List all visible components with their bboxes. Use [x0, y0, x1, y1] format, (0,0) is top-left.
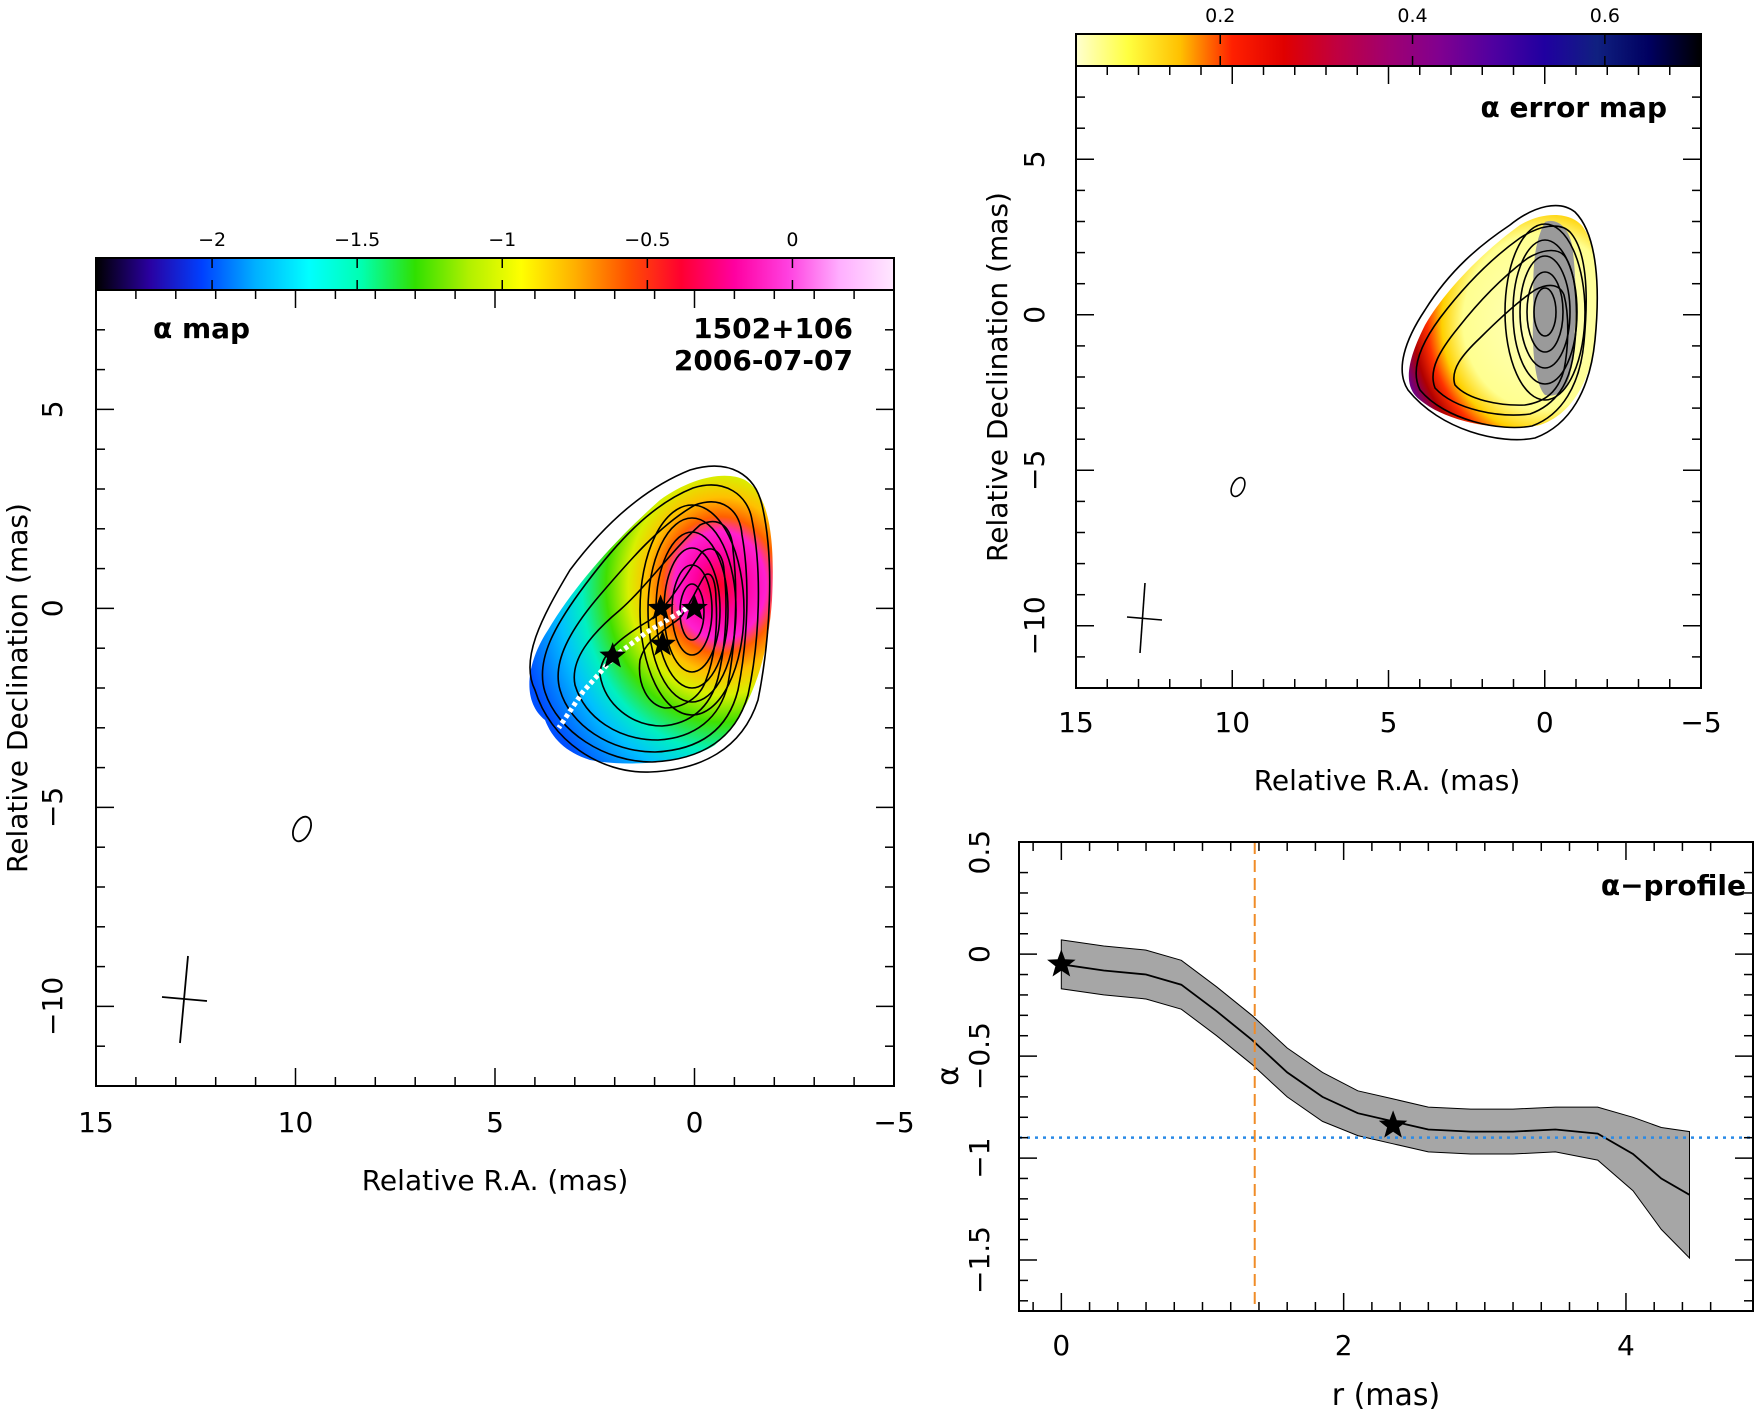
- y-tick-label: −0.5: [963, 1022, 996, 1090]
- y-tick-label: −1.5: [963, 1226, 996, 1294]
- alpha-beam-cross: [161, 955, 208, 1044]
- star-marker: [1378, 1110, 1408, 1138]
- error-colorbar-ticks: 0.2 0.4 0.6: [1205, 5, 1620, 66]
- error-map-frame: [1075, 65, 1702, 689]
- colorbar-tick-label: 0: [786, 229, 798, 251]
- star-marker: [681, 594, 708, 620]
- x-tick-label: 15: [78, 1106, 114, 1139]
- profile-panel: 0 2 4 0.5 0 −0.5 −1 −1.5 α−profile r (mas) α: [931, 830, 1754, 1413]
- error-map-panel: 0.2 0.4 0.6 15 10 5 0 −5−10−505 α: [981, 5, 1722, 797]
- y-tick-label: −10: [36, 977, 69, 1036]
- x-tick-label: −5: [1680, 706, 1721, 739]
- alpha-map-panel: −2 −1.5 −1 −0.5 0: [1, 229, 915, 1197]
- colorbar-tick-label: −0.5: [624, 229, 670, 251]
- x-tick-label: 0: [1052, 1329, 1070, 1362]
- profile-xlabel: r (mas): [1332, 1378, 1441, 1413]
- error-map-xlabel: Relative R.A. (mas): [1254, 764, 1521, 797]
- profile-frame: [1018, 841, 1754, 1312]
- alpha-map-ylabel: Relative Declination (mas): [1, 503, 34, 873]
- x-tick-label: 2: [1335, 1329, 1353, 1362]
- x-tick-label: −5: [873, 1106, 914, 1139]
- y-tick-label: 0: [963, 945, 996, 963]
- x-tick-label: 5: [486, 1106, 504, 1139]
- profile-axes: 0 2 4 0.5 0 −0.5 −1 −1.5: [963, 830, 1753, 1362]
- y-tick-label: 0.5: [963, 830, 996, 875]
- profile-ylabel: α: [931, 1066, 966, 1086]
- alpha-colorbar-ticks: −2 −1.5 −1 −0.5 0: [198, 229, 798, 290]
- colorbar-tick-label: −1: [488, 229, 516, 251]
- y-tick-label: −5: [1018, 450, 1051, 491]
- colorbar-tick-label: 0.2: [1205, 5, 1235, 27]
- alpha-map-xlabel: Relative R.A. (mas): [362, 1164, 629, 1197]
- y-tick-label: −1: [963, 1137, 996, 1178]
- profile-title: α−profile: [1601, 869, 1746, 902]
- y-tick-label: 5: [1018, 150, 1051, 168]
- alpha-colorbar: [95, 257, 895, 291]
- star-marker: [1047, 949, 1076, 977]
- profile-stars: [1047, 949, 1408, 1138]
- error-map-axes: 15 10 5 0 −5 −10 −5 0 5: [1018, 65, 1722, 739]
- error-map-title: α error map: [1481, 91, 1668, 124]
- x-tick-label: 10: [278, 1106, 314, 1139]
- x-tick-label: 0: [1536, 706, 1554, 739]
- error-beam-ellipse: [1230, 476, 1246, 498]
- error-beam-cross: [1126, 582, 1163, 654]
- x-tick-label: 4: [1617, 1329, 1635, 1362]
- error-map-ylabel: Relative Declination (mas): [981, 192, 1014, 562]
- alpha-map-title: α map: [153, 312, 250, 345]
- error-contours: [1401, 204, 1599, 441]
- star-marker: [599, 642, 626, 668]
- star-marker: [649, 630, 676, 656]
- error-colorbar: [1075, 33, 1702, 67]
- alpha-stars: [599, 594, 708, 668]
- alpha-map-frame: [95, 289, 895, 1087]
- alpha-map-axes: 15 10 5 0 −5 −10 −5 0 5: [36, 289, 915, 1139]
- colorbar-tick-label: −2: [198, 229, 226, 251]
- x-tick-label: 0: [686, 1106, 704, 1139]
- profile-error-band: [1060, 939, 1690, 1260]
- alpha-beam-ellipse: [292, 815, 312, 843]
- y-tick-label: 5: [36, 400, 69, 418]
- colorbar-tick-label: 0.4: [1397, 5, 1427, 27]
- alpha-map-epoch: 2006-07-07: [674, 344, 853, 377]
- alpha-map-source: 1502+106: [693, 312, 853, 345]
- error-map-image: [1126, 204, 1599, 654]
- y-tick-label: 0: [1018, 306, 1051, 324]
- alpha-contours: [529, 465, 771, 773]
- y-tick-label: −10: [1018, 596, 1051, 655]
- colorbar-tick-label: −1.5: [334, 229, 380, 251]
- y-tick-label: −5: [36, 787, 69, 828]
- colorbar-tick-label: 0.6: [1590, 5, 1620, 27]
- star-marker: [647, 594, 674, 620]
- y-tick-label: 0: [36, 599, 69, 617]
- alpha-map-image: [161, 465, 773, 1044]
- x-tick-label: 15: [1058, 706, 1094, 739]
- x-tick-label: 10: [1214, 706, 1250, 739]
- x-tick-label: 5: [1380, 706, 1398, 739]
